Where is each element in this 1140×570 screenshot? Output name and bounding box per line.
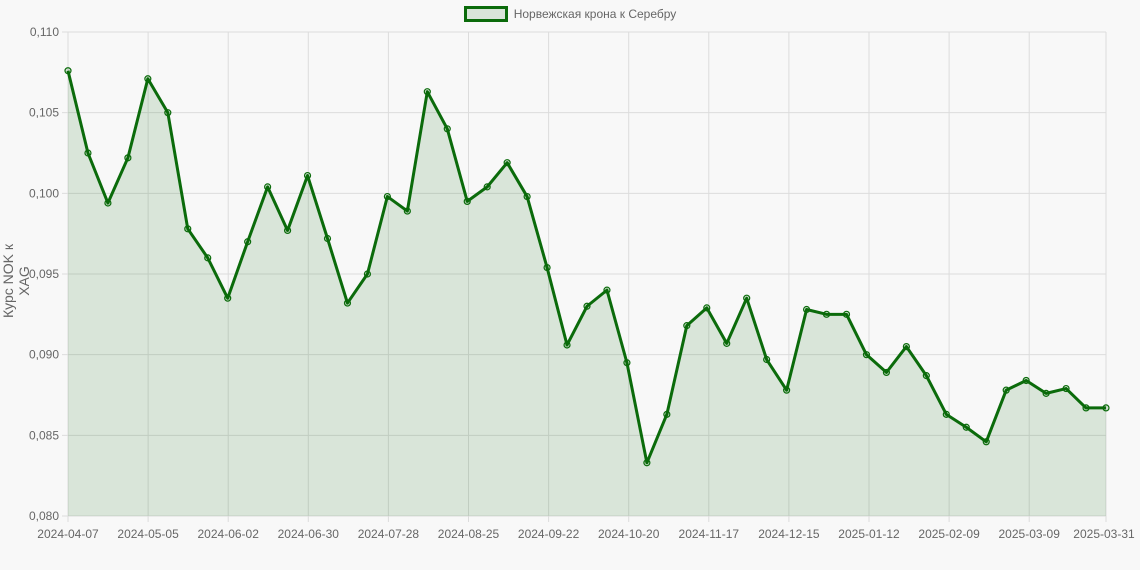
data-point	[802, 305, 811, 314]
data-point	[84, 149, 92, 157]
x-tick-label: 2025-02-09	[918, 527, 980, 541]
data-point	[922, 372, 930, 380]
data-point	[164, 109, 172, 117]
data-point	[463, 197, 471, 205]
data-point	[763, 355, 771, 364]
data-point	[822, 310, 831, 318]
area-fill	[68, 70, 1106, 516]
x-tick-label: 2024-05-05	[117, 527, 179, 541]
data-point	[683, 322, 691, 330]
data-point	[643, 459, 651, 467]
x-tick-label: 2024-04-07	[37, 527, 99, 541]
x-tick-label: 2024-09-22	[518, 527, 580, 541]
data-point	[1002, 386, 1010, 394]
x-tick-label: 2025-03-09	[999, 527, 1061, 541]
data-point	[283, 226, 292, 235]
data-point	[962, 423, 970, 431]
y-tick-label: 0,080	[29, 509, 59, 523]
data-point	[723, 339, 731, 347]
data-point	[882, 368, 891, 377]
data-point	[543, 263, 551, 272]
data-point	[663, 410, 671, 418]
data-point	[423, 88, 431, 96]
x-tick-label: 2024-10-20	[598, 527, 660, 541]
data-point	[363, 270, 372, 278]
data-point	[982, 438, 990, 446]
x-tick-label: 2024-06-30	[278, 527, 340, 541]
legend-label: Норвежская крона к Серебру	[513, 7, 677, 21]
x-tick-label: 2025-03-31	[1073, 527, 1135, 541]
data-point	[204, 254, 212, 262]
x-tick-label: 2024-06-02	[198, 527, 260, 541]
y-tick-label: 0,095	[29, 267, 59, 281]
y-tick-label: 0,110	[30, 25, 59, 39]
x-tick-label: 2024-12-15	[758, 527, 820, 541]
data-point	[64, 67, 72, 75]
data-point	[783, 386, 791, 394]
data-point	[244, 238, 252, 246]
x-tick-label: 2024-11-17	[679, 527, 740, 541]
data-point	[403, 207, 411, 215]
data-point	[603, 286, 611, 294]
data-point	[443, 125, 451, 133]
data-point	[523, 192, 531, 201]
y-tick-label: 0,105	[29, 106, 59, 120]
data-point	[703, 304, 711, 312]
data-point	[743, 294, 751, 302]
data-point	[1062, 384, 1070, 393]
data-point	[1102, 404, 1110, 412]
y-tick-label: 0,085	[29, 428, 59, 442]
data-line	[66, 70, 1106, 465]
data-point	[503, 159, 511, 167]
data-point	[323, 234, 332, 243]
data-point	[264, 183, 272, 191]
y-tick-label: 0,100	[29, 186, 59, 200]
data-point	[303, 171, 312, 180]
data-point	[483, 183, 491, 191]
x-tick-label: 2024-07-28	[358, 527, 420, 541]
data-point	[144, 75, 152, 83]
data-point	[862, 351, 871, 359]
x-tick-label: 2024-08-25	[438, 527, 500, 541]
data-point	[1042, 389, 1050, 397]
data-point	[623, 359, 631, 367]
data-point	[343, 299, 352, 307]
data-point	[1082, 404, 1090, 412]
data-point	[902, 343, 910, 351]
y-tick-label: 0,090	[29, 348, 59, 362]
data-point	[104, 199, 112, 207]
data-point	[842, 310, 851, 318]
data-point	[383, 192, 391, 201]
x-tick-label: 2025-01-12	[838, 527, 900, 541]
data-point	[124, 154, 132, 162]
data-point	[1022, 376, 1030, 385]
data-point	[563, 341, 571, 349]
chart-legend[interactable]: Норвежская крона к Серебру	[0, 6, 1140, 22]
legend-swatch-icon	[463, 6, 508, 22]
data-point	[224, 294, 232, 302]
data-point	[942, 410, 950, 418]
data-point	[184, 225, 192, 233]
data-point	[583, 302, 591, 310]
